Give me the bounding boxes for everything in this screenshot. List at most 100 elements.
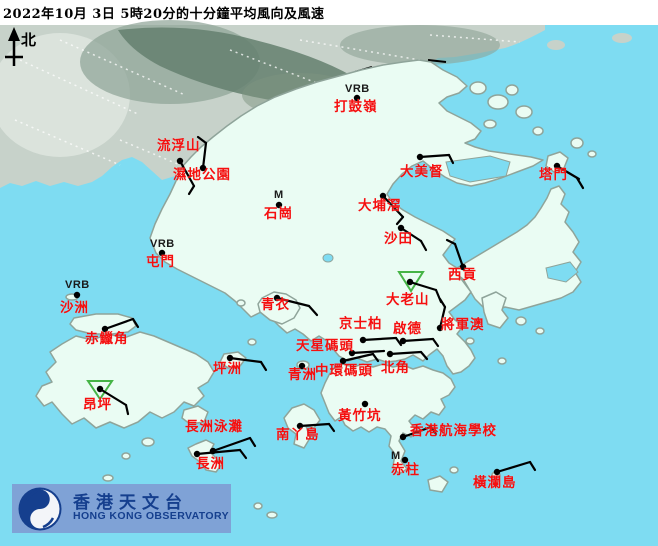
wind-barb-feather-hk-sea-school [429,425,438,436]
station-label-stanley[interactable]: 赤柱 [391,462,420,478]
station-dot-kai-tak [399,337,407,345]
station-label-lamma-island[interactable]: 南丫島 [276,427,320,443]
station-dot-ta-kwu-ling [353,94,361,102]
station-label-tseung-kwan-o[interactable]: 將軍澳 [441,317,485,333]
wind-barb-feather-central-pier [371,352,380,363]
station-dot-central-pier [339,357,347,365]
station-dot-lamma-island [296,422,304,430]
hko-logo-chinese: 香港天文台 [73,493,188,513]
station-label-hk-sea-school[interactable]: 香港航海學校 [410,423,497,439]
station-label-tai-mei-tuk[interactable]: 大美督 [400,164,444,180]
station-label-tap-mun[interactable]: 塔門 [539,167,568,183]
station-label-tai-po-kau[interactable]: 大埔滘 [358,198,402,214]
station-dot-wong-chuk-hang [361,400,369,408]
station-label-sha-tin[interactable]: 沙田 [384,231,413,247]
station-label-cheung-chau-beach[interactable]: 長洲泳灘 [185,419,243,435]
wind-barb-feather-tai-po-kau [395,215,405,226]
lantau-island [35,331,215,429]
station-label-kai-tak[interactable]: 啟德 [393,321,422,337]
wind-barb-staff-tsing-yi [275,296,311,308]
station-label-wetland-park[interactable]: 濕地公園 [173,167,231,183]
wind-barb-staff-cheung-chau-beach [211,436,252,453]
hko-logo[interactable]: 香港天文台 HONG KONG OBSERVATORY [12,484,231,533]
station-label-tuen-mun[interactable]: 屯門 [146,254,175,270]
cheung-chau-island [187,439,223,473]
airport-island [69,313,137,335]
station-label-north-point[interactable]: 北角 [381,360,410,376]
station-dot-chek-lap-kok [101,325,109,333]
wind-barb-staff-sai-kung [453,242,465,269]
station-dot-north-point [386,350,394,358]
wind-barb-feather-wetland-park [196,135,208,145]
wind-barb-feather-ngong-ping [124,403,130,416]
station-label-tsing-yi[interactable]: 青衣 [261,297,290,313]
wind-barb-feather-lamma-island [327,422,336,433]
station-marker-vrb-tuen-mun: VRB [150,238,175,250]
station-label-star-ferry-pier[interactable]: 天星碼頭 [296,338,354,354]
station-marker-m-shek-kong: M [274,189,284,201]
station-label-cheung-chau[interactable]: 長洲 [196,456,225,472]
station-dot-kings-park [359,336,367,344]
station-label-sha-chau[interactable]: 沙洲 [60,300,89,316]
wind-barb-staff-sha-tin [399,226,423,243]
reservoirs [322,155,579,283]
station-dot-peng-chau [226,354,234,362]
mountain-triangle-icon-ngong-ping [86,380,114,401]
station-dot-tates-cairn [406,278,414,286]
wind-barb-staff-tap-mun [555,164,581,181]
station-label-kings-park[interactable]: 京士柏 [339,316,383,332]
station-label-ta-kwu-ling[interactable]: 打鼓嶺 [334,99,378,115]
wind-barb-staff-hk-sea-school [401,425,433,439]
wind-barb-staff-tai-po-kau [381,194,405,219]
wind-barb-staff-cheung-chau [195,448,242,456]
wind-barb-staff-central-pier [341,352,375,363]
station-dot-sha-tin [397,224,405,232]
station-label-tates-cairn[interactable]: 大老山 [386,292,430,308]
wind-barb-staff-tseung-kwan-o [438,305,447,330]
station-label-peng-chau[interactable]: 坪洲 [213,361,242,377]
wind-barb-feather-tseung-kwan-o [438,297,447,309]
station-dot-ngong-ping [96,385,104,393]
station-label-chek-lap-kok[interactable]: 赤鱲角 [85,331,129,347]
wind-barb-staff-star-ferry-pier [350,349,386,355]
wind-barb-feather-north-point [419,350,429,361]
station-label-wong-chuk-hang[interactable]: 黃竹坑 [338,408,382,424]
station-dot-tseung-kwan-o [436,324,444,332]
station-dot-tuen-mun [158,249,166,257]
station-dot-star-ferry-pier [348,349,356,357]
station-label-waglan-island[interactable]: 橫瀾島 [473,475,517,491]
wind-barb-feather-waglan-island [528,460,537,472]
station-dot-tai-po-kau [379,192,387,200]
station-label-central-pier[interactable]: 中環碼頭 [315,363,373,379]
station-label-sai-kung[interactable]: 西貢 [448,267,477,283]
station-marker-vrb-sha-chau: VRB [65,279,90,291]
wind-barb-feather-tap-mun [575,176,585,190]
station-dot-hk-sea-school [399,433,407,441]
wind-barb-feather-cheung-chau [238,448,248,460]
station-dot-lau-fau-shan [176,157,184,165]
wind-barb-feather-tai-mei-tuk [447,153,455,165]
wind-barb-feather-tsing-yi [307,304,319,317]
wind-barb-staff-kings-park [361,336,398,342]
wind-barb-staff-kai-tak [401,337,435,343]
station-label-shek-kong[interactable]: 石崗 [264,206,293,222]
stations-layer [73,94,585,476]
new-territories-land [35,59,597,519]
wind-barb-feather-lau-fau-shan [187,184,196,196]
station-label-lau-fau-shan[interactable]: 流浮山 [157,138,201,154]
wind-barb-feather-kai-tak [431,337,440,348]
station-dot-tai-mei-tuk [416,153,424,161]
wind-barb-staff-ngong-ping [98,387,128,407]
hko-logo-icon [18,487,62,531]
wind-barb-feather-kings-park [394,336,403,347]
station-marker-vrb-ta-kwu-ling: VRB [345,83,370,95]
wind-barb-feather-sha-tin [419,239,428,252]
station-dot-stanley [401,456,409,464]
wind-barb-staff-waglan-island [495,460,532,474]
station-label-ngong-ping[interactable]: 昂坪 [83,397,112,413]
station-label-green-island[interactable]: 青洲 [288,367,317,383]
station-dot-sai-kung [459,263,467,271]
station-marker-m-stanley: M [391,450,401,462]
station-dot-cheung-chau [193,450,201,458]
